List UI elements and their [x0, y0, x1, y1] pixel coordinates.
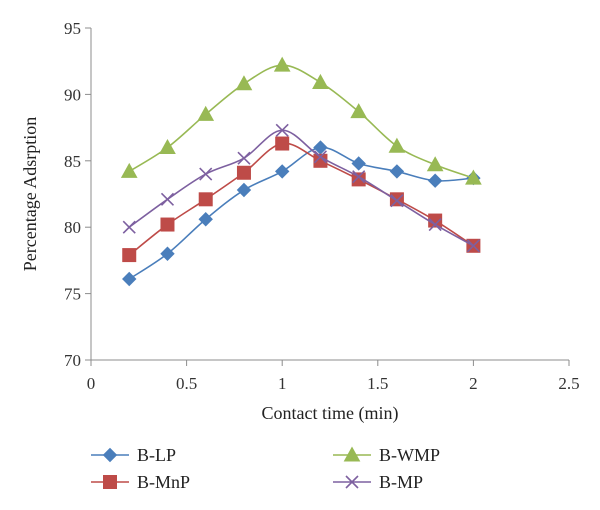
series-line-b-lp: [128, 146, 474, 280]
data-point-b-mnp: [198, 192, 213, 207]
data-point-b-wmp: [388, 137, 406, 153]
data-point-b-mnp: [160, 217, 175, 232]
series-line-b-wmp: [128, 64, 474, 179]
data-point-b-lp: [160, 246, 175, 261]
data-point-b-lp: [389, 164, 405, 179]
series-b-lp: [122, 140, 481, 287]
legend-marker-b-mnp: [103, 475, 117, 489]
y-axis-title: Percentage Adsrption: [20, 117, 40, 271]
series-line-b-mnp: [128, 142, 474, 256]
y-tick-label: 80: [64, 218, 81, 237]
data-point-b-mp: [466, 239, 480, 253]
data-point-b-mp: [122, 220, 136, 234]
data-point-b-wmp: [235, 75, 253, 91]
data-point-b-lp: [122, 271, 137, 287]
y-axis-ticks: 70 75 80 85 90 95: [64, 19, 91, 370]
data-point-b-mp: [428, 217, 442, 232]
data-point-b-mnp: [275, 136, 290, 151]
data-point-b-wmp: [159, 138, 176, 155]
x-tick-label: 2: [469, 374, 478, 393]
y-tick-label: 85: [64, 152, 81, 171]
legend-label: B-LP: [137, 445, 176, 465]
chart-legend: B-LP B-WMP B-MnP B-MP: [91, 445, 440, 492]
data-point-b-mnp: [122, 248, 137, 263]
data-point-b-mnp: [236, 165, 251, 180]
series-b-mp: [122, 123, 480, 253]
data-point-b-mnp: [351, 172, 366, 187]
data-point-b-mp: [352, 170, 366, 184]
x-tick-label: 1.5: [367, 374, 388, 393]
x-axis-title: Contact time (min): [262, 403, 399, 424]
legend-item-b-wmp: B-WMP: [333, 445, 440, 465]
y-tick-label: 70: [64, 351, 81, 370]
data-point-b-wmp: [312, 73, 329, 89]
legend-label: B-MP: [379, 472, 423, 492]
data-point-b-wmp: [350, 103, 368, 119]
legend-item-b-mp: B-MP: [333, 472, 423, 492]
series-b-wmp: [120, 56, 482, 185]
data-point-b-wmp: [120, 162, 138, 178]
data-point-b-lp: [198, 212, 213, 227]
legend-item-b-lp: B-LP: [91, 445, 176, 465]
legend-marker-b-wmp: [343, 446, 361, 462]
legend-label: B-WMP: [379, 445, 440, 465]
chart-axes: [90, 28, 569, 361]
data-point-b-wmp: [273, 56, 291, 72]
x-tick-label: 2.5: [558, 374, 579, 393]
x-tick-label: 0.5: [176, 374, 197, 393]
data-point-b-wmp: [197, 105, 215, 121]
data-point-b-lp: [236, 182, 252, 198]
data-point-b-mp: [390, 194, 404, 208]
legend-item-b-mnp: B-MnP: [91, 472, 190, 492]
legend-marker-b-mp: [345, 475, 359, 489]
data-point-b-wmp: [465, 169, 482, 185]
data-point-b-mp: [313, 150, 328, 164]
data-point-b-mp: [160, 192, 175, 206]
data-point-b-lp: [274, 164, 290, 179]
data-point-b-lp: [351, 156, 366, 171]
series-layer: [120, 56, 482, 287]
x-tick-label: 0: [87, 374, 96, 393]
data-point-b-lp: [427, 173, 443, 188]
legend-marker-b-lp: [102, 447, 118, 463]
x-axis-ticks: 0 0.5 1 1.5 2 2.5: [87, 360, 580, 393]
data-point-b-wmp: [426, 156, 444, 172]
y-tick-label: 90: [64, 85, 81, 104]
legend-label: B-MnP: [137, 472, 190, 492]
series-b-mnp: [122, 136, 481, 263]
data-point-b-mp: [275, 123, 289, 137]
series-line-b-mp: [128, 129, 474, 247]
data-point-b-mp: [237, 151, 251, 165]
y-tick-label: 75: [64, 285, 81, 304]
y-tick-label: 95: [64, 19, 81, 38]
x-tick-label: 1: [278, 374, 287, 393]
data-point-b-mp: [199, 167, 213, 181]
